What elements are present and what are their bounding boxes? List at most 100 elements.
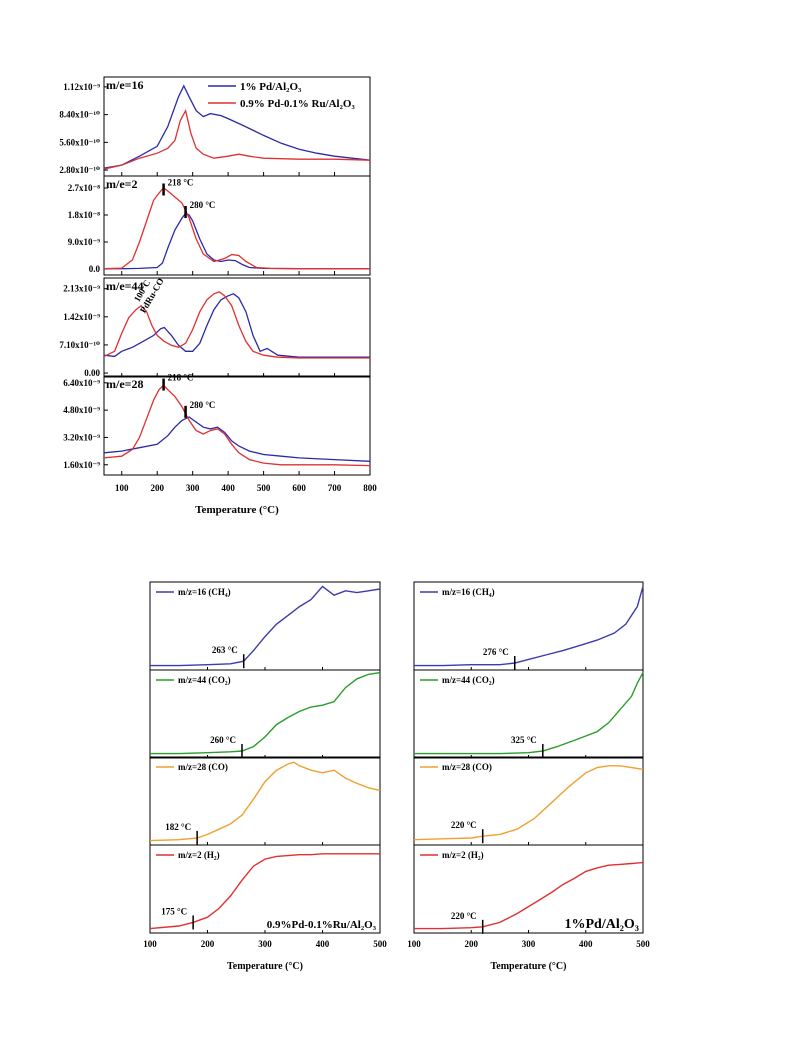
fig2-xtick-label: 200: [465, 939, 479, 949]
fig1-legend-label: 1% Pd/Al₂O₃: [240, 81, 302, 93]
fig1-series-pd: [103, 293, 370, 358]
fig1-panel-label: m/e=44: [106, 279, 144, 293]
fig2-onset-label: 220 °C: [451, 911, 477, 921]
fig1-annotation: 280 °C: [190, 400, 216, 410]
fig1-legend-label: 0.9% Pd-0.1% Ru/Al₂O₃: [240, 98, 355, 110]
fig2-xtick-label: 500: [636, 939, 650, 949]
fig2-panel-label: m/z=2 (H₂): [178, 850, 220, 860]
fig2-series: [413, 765, 644, 841]
fig2-xlabel: Temperature (°C): [227, 961, 303, 972]
fig1-ytick-label: 2.13x10⁻⁹: [63, 284, 100, 294]
fig1-xtick-label: 500: [257, 483, 271, 493]
fig1-panel-0: 1.12x10⁻⁹ 8.40x10⁻¹⁰ 5.60x10⁻¹⁰ 2.80x10⁻¹⁰ m…: [59, 76, 371, 177]
fig1-series-pd: [103, 84, 371, 169]
fig1-series-pd: [103, 416, 371, 462]
fig2-series: [414, 672, 644, 755]
fig1-ytick-label: 1.8x10⁻⁸: [68, 210, 101, 220]
fig1-panel-frame: [103, 375, 371, 476]
fig1-annotation: 280 °C: [190, 200, 216, 210]
fig2-panel-label: m/z=16 (CH₄): [178, 587, 231, 597]
fig1-ytick-label: 8.40x10⁻¹⁰: [59, 110, 100, 120]
fig1-xtick-label: 100: [115, 483, 129, 493]
fig1-annotation: 218 °C: [168, 373, 194, 383]
fig2-panel: m/z=16 (CH₄) 276 °C: [413, 581, 644, 671]
fig1-panel-frame: [103, 76, 371, 177]
fig1-series-pd: [104, 212, 370, 270]
fig1-series-pdru: [103, 291, 370, 359]
fig2-panel: m/z=16 (CH₄) 263 °C: [149, 581, 381, 671]
fig1-panel-label: m/e=16: [106, 78, 144, 92]
fig2-column-0: m/z=16 (CH₄)263 °Cm/z=44 (CO₂)260 °Cm/z=…: [143, 581, 387, 972]
fig2-panel: m/z=2 (H₂) 220 °C: [413, 844, 644, 934]
fig2-panel: m/z=44 (CO₂) 260 °C: [149, 669, 381, 759]
fig2-xlabel: Temperature (°C): [491, 961, 567, 972]
fig2-xtick-label: 400: [579, 939, 593, 949]
fig2-series: [149, 853, 380, 930]
fig2-panel-label: m/z=44 (CO₂): [178, 675, 231, 685]
fig1-xlabel: Temperature (°C): [195, 504, 279, 516]
fig2-onset-label: 263 °C: [212, 645, 238, 655]
fig2-series: [150, 671, 381, 755]
fig2-catalyst-label: 0.9%Pd-0.1%Ru/Al₂O₃: [267, 919, 377, 931]
fig2-xtick-label: 100: [143, 939, 157, 949]
fig1-xtick-label: 700: [328, 483, 342, 493]
fig1-xtick-label: 300: [186, 483, 200, 493]
fig2-series: [414, 861, 644, 930]
fig1-ytick-label: 0.0: [89, 264, 101, 274]
fig2-xtick-label: 300: [522, 939, 536, 949]
fig1-ytick-label: 1.42x10⁻⁹: [63, 312, 100, 322]
fig1-ytick-label: 6.40x10⁻⁹: [63, 378, 100, 388]
fig2-panel-label: m/z=28 (CO): [178, 762, 228, 772]
fig1-ytick-label: 7.10x10⁻¹⁰: [59, 340, 100, 350]
fig1-panel-frame: [103, 175, 371, 276]
fig1-ytick-label: 3.20x10⁻⁹: [63, 432, 100, 442]
fig1-ytick-label: 1.60x10⁻⁹: [63, 460, 100, 470]
figure-2: m/z=16 (CH₄)263 °Cm/z=44 (CO₂)260 °Cm/z=…: [143, 581, 650, 972]
fig2-series: [149, 761, 381, 842]
fig2-onset-label: 260 °C: [210, 735, 236, 745]
fig1-panel-label: m/e=2: [106, 177, 138, 191]
fig1-series-pdru: [103, 384, 371, 467]
fig2-onset-label: 220 °C: [451, 820, 477, 830]
fig1-series-pdru: [103, 187, 370, 270]
fig1-panel-3: 6.40x10⁻⁹ 4.80x10⁻⁹ 3.20x10⁻⁹ 1.60x10⁻⁹ m/e=…: [63, 373, 371, 476]
fig2-onset-label: 325 °C: [511, 735, 537, 745]
fig1-ytick-label: 2.7x10⁻⁸: [68, 183, 101, 193]
fig1-ytick-label: 4.80x10⁻⁹: [63, 405, 100, 415]
fig2-panel: m/z=28 (CO) 220 °C: [413, 756, 644, 846]
figure-1: 1.12x10⁻⁹ 8.40x10⁻¹⁰ 5.60x10⁻¹⁰ 2.80x10⁻¹⁰ m…: [59, 76, 377, 516]
fig1-ytick-label: 1.12x10⁻⁹: [63, 82, 100, 92]
fig2-panel: m/z=2 (H₂) 175 °C: [149, 844, 381, 934]
fig2-panel: m/z=28 (CO) 182 °C: [149, 756, 381, 846]
fig1-xtick-label: 400: [221, 483, 235, 493]
fig2-catalyst-label: 1%Pd/Al₂O₃: [564, 917, 639, 932]
fig2-onset-label: 175 °C: [161, 906, 187, 916]
fig1-panel-1: 2.7x10⁻⁸ 1.8x10⁻⁸ 9.0x10⁻⁹ 0.0 m/e=2 218 °C 28…: [68, 175, 371, 276]
fig2-xtick-label: 500: [373, 939, 387, 949]
fig2-onset-label: 182 °C: [165, 822, 191, 832]
fig1-ytick-label: 9.0x10⁻⁹: [68, 237, 101, 247]
fig1-xtick-label: 800: [363, 483, 377, 493]
fig2-panel: m/z=44 (CO₂) 325 °C: [413, 669, 644, 759]
fig1-ytick-label: 5.60x10⁻¹⁰: [59, 137, 100, 147]
fig2-xtick-label: 100: [407, 939, 421, 949]
fig2-panel-label: m/z=28 (CO): [442, 762, 492, 772]
fig1-xtick-label: 200: [150, 483, 164, 493]
fig1-panel-label: m/e=28: [106, 377, 144, 391]
fig2-panel-label: m/z=2 (H₂): [442, 850, 484, 860]
fig2-panel-label: m/z=44 (CO₂): [442, 675, 495, 685]
fig2-series: [150, 585, 381, 667]
fig2-column-1: m/z=16 (CH₄)276 °Cm/z=44 (CO₂)325 °Cm/z=…: [407, 581, 650, 972]
fig1-panel-2: 2.13x10⁻⁹1.42x10⁻⁹7.10x10⁻¹⁰0.00m/e=4410…: [59, 276, 371, 378]
fig1-ytick-label: 0.00: [84, 368, 100, 378]
fig1-ytick-label: 2.80x10⁻¹⁰: [59, 165, 100, 175]
fig2-xtick-label: 300: [258, 939, 272, 949]
fig2-series: [414, 586, 644, 667]
fig1-series-pdru: [103, 108, 371, 170]
fig1-xtick-label: 600: [292, 483, 306, 493]
fig1-panel-frame: [103, 277, 371, 378]
fig2-panel-label: m/z=16 (CH₄): [442, 587, 495, 597]
fig2-xtick-label: 200: [201, 939, 215, 949]
fig1-annotation: 218 °C: [168, 178, 194, 188]
